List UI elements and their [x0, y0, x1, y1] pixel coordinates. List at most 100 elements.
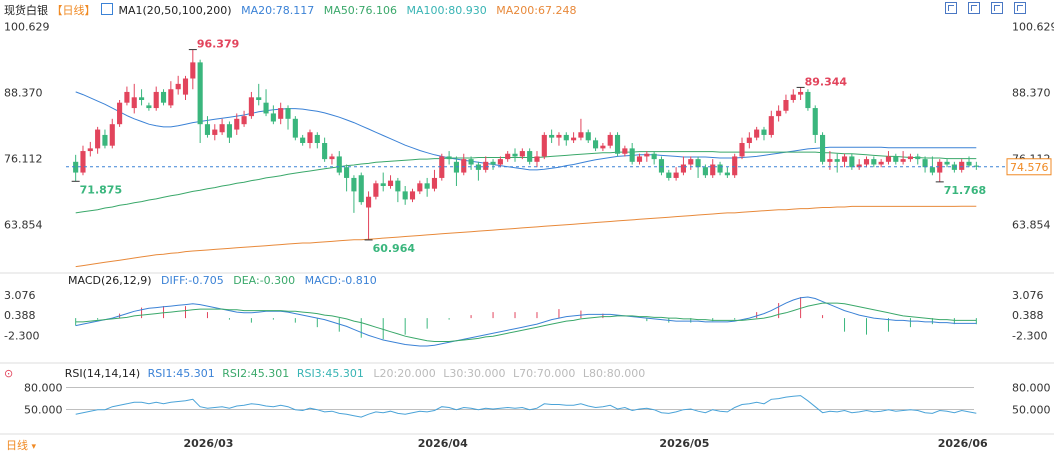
candle-body: [622, 148, 628, 154]
rsi-line: [75, 395, 977, 418]
candle-body: [461, 159, 467, 173]
candle-body: [856, 164, 862, 168]
candle-body: [344, 167, 350, 178]
candle-body: [527, 151, 533, 162]
candle-body: [754, 129, 760, 138]
candle-body: [351, 177, 357, 192]
rsi-y-tick-left: 80.000: [24, 381, 63, 394]
candle-body: [893, 156, 899, 162]
candle-body: [336, 156, 342, 173]
candle-body: [658, 159, 665, 173]
candle-body: [717, 164, 723, 173]
candle-body: [820, 134, 826, 162]
main-header: 现货白银 【日线】 MA1(20,50,100,200) MA20:78.117…: [4, 2, 576, 18]
candle-body: [629, 148, 635, 162]
rsi-y-tick-right: 80.000: [1012, 381, 1051, 394]
y-tick-label-left: 88.370: [4, 87, 43, 100]
candle-body: [95, 129, 101, 149]
candle-body: [124, 91, 130, 103]
candle-body: [329, 156, 335, 160]
candle-body: [805, 91, 811, 109]
candle-body: [117, 102, 123, 125]
candle-body: [358, 175, 364, 203]
candle-body: [966, 161, 972, 166]
rsi3-value: RSI3:45.301: [296, 367, 364, 380]
period-button-label: 日线: [6, 439, 28, 452]
candle-body: [409, 191, 416, 200]
ma20-value: MA20:78.117: [241, 4, 315, 17]
candle-body: [710, 164, 716, 176]
candle-body: [80, 151, 86, 173]
candle-body: [505, 153, 511, 160]
period-button[interactable]: 日线 ▾: [6, 437, 36, 453]
candle-body: [849, 156, 855, 168]
candle-body: [651, 153, 657, 160]
annotation-label: 71.768: [944, 184, 986, 197]
candle-body: [263, 102, 269, 114]
candle-body: [578, 132, 584, 138]
ma100-value: MA100:80.930: [406, 4, 487, 17]
current-price-box: [1006, 158, 1052, 176]
candle-body: [680, 164, 686, 173]
candle-body: [270, 113, 276, 122]
grid-icon[interactable]: [968, 2, 980, 14]
macd-y-tick-left: 0.388: [4, 309, 36, 322]
candle-body: [497, 159, 503, 165]
candle-body: [212, 129, 218, 135]
settings-icon[interactable]: [991, 2, 1003, 14]
fullscreen-icon[interactable]: [1014, 2, 1026, 14]
x-tick-label: 2026/03: [183, 437, 233, 450]
candle-body: [402, 191, 408, 200]
candle-body: [673, 172, 679, 178]
ma-line-ma50: [75, 151, 977, 214]
candle-body: [431, 177, 438, 189]
period-label[interactable]: 【日线】: [51, 4, 96, 17]
candle-body: [87, 148, 93, 152]
macd-y-tick-right: 0.388: [1012, 309, 1044, 322]
candle-body: [468, 159, 474, 165]
ma50-value: MA50:76.106: [323, 4, 398, 17]
candle-body: [541, 134, 547, 157]
current-price-label: 74.576: [1010, 161, 1049, 174]
y-tick-label-left: 100.629: [4, 21, 50, 34]
candle-body: [417, 183, 423, 192]
rsi-l80-value: L80:80.000: [582, 367, 646, 380]
ma-line-ma200: [75, 205, 977, 268]
candle-body: [278, 108, 284, 119]
candle-body: [695, 159, 701, 168]
candle-body: [732, 156, 738, 176]
y-tick-label-left: 63.854: [4, 218, 43, 231]
rsi-l30-value: L30:30.000: [443, 367, 506, 380]
candle-body: [285, 108, 291, 119]
candle-body: [915, 156, 921, 160]
candle-body: [636, 156, 643, 162]
candle-body: [160, 91, 167, 103]
y-tick-label-left: 76.112: [4, 153, 43, 166]
candle-body: [204, 124, 211, 135]
ma-line-ma20: [75, 91, 977, 171]
annotation-label: 96.379: [197, 38, 239, 51]
macd-macd-value: MACD:-0.810: [304, 274, 377, 287]
candle-body: [490, 161, 496, 165]
candle-body: [519, 151, 525, 157]
candle-body: [783, 100, 789, 111]
rsi-settings-icon[interactable]: ⊙: [4, 367, 14, 380]
indicator-settings-icon[interactable]: [101, 3, 113, 15]
candle-body: [475, 164, 481, 170]
candle-body: [322, 143, 328, 160]
candle-body: [380, 183, 386, 186]
candle-body: [366, 196, 372, 208]
candle-body: [907, 156, 913, 160]
expand-icon[interactable]: [945, 2, 957, 14]
candle-body: [197, 62, 203, 125]
candle-body: [168, 89, 174, 106]
annotation-label: 89.344: [805, 75, 848, 88]
rsi-y-tick-right: 50.000: [1012, 404, 1051, 417]
ma-label: MA1(20,50,100,200): [118, 4, 232, 17]
candle-body: [556, 134, 562, 138]
instrument-name: 现货白银: [4, 4, 48, 17]
candle-body: [776, 110, 782, 117]
candle-body: [483, 161, 489, 170]
rsi-header: ⊙ RSI(14,14,14) RSI1:45.301 RSI2:45.301 …: [4, 367, 645, 380]
